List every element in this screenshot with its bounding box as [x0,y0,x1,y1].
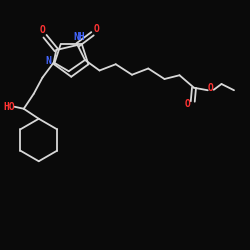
Text: HO: HO [4,102,15,112]
Text: O: O [93,24,99,34]
Text: NH: NH [73,32,85,42]
Text: O: O [184,98,190,108]
Text: O: O [208,83,214,93]
Text: N: N [45,56,51,66]
Text: O: O [40,25,46,35]
